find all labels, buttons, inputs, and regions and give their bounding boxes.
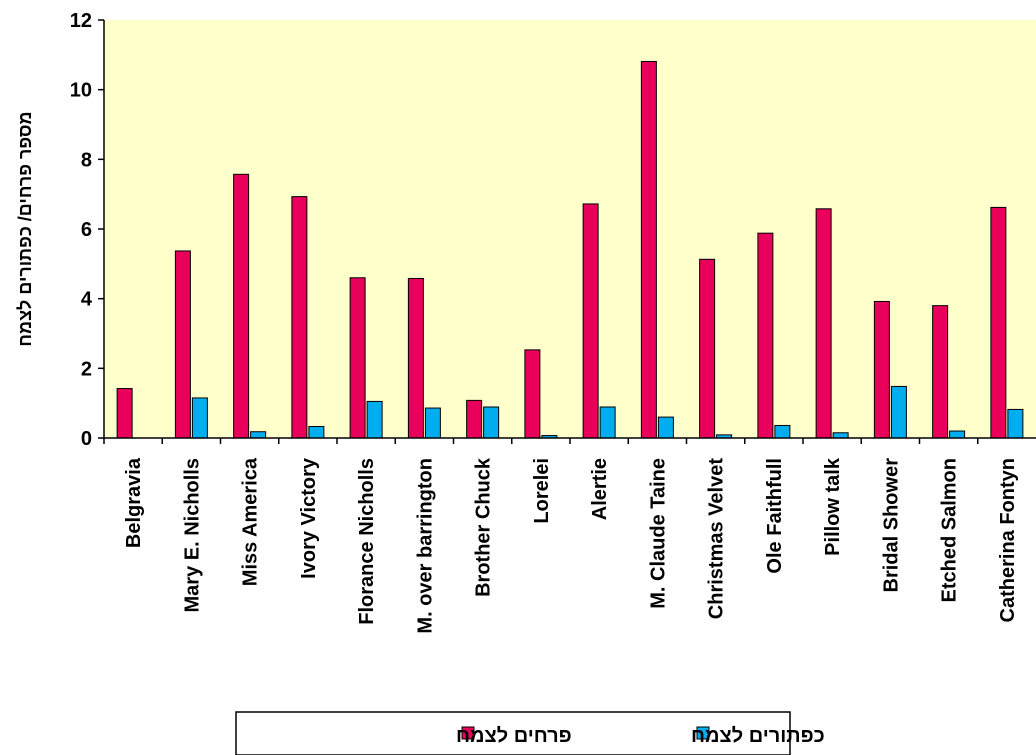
bar-flowers-per-plant bbox=[407, 277, 424, 439]
x-tick-labels: Belgravia Mary E. Nicholls Miss America Ivo… bbox=[123, 457, 1019, 633]
x-tick-label: M. over barrington bbox=[414, 458, 436, 634]
bar-buds-per-plant bbox=[308, 426, 325, 439]
axes-layer bbox=[98, 19, 1036, 444]
x-tick-label: Ivory Victory bbox=[298, 457, 320, 579]
y-tick-labels: 0 2 4 6 8 10 12 bbox=[70, 10, 93, 450]
x-tick-label: Alertie bbox=[589, 458, 611, 520]
x-tick-label: Etched Salmon bbox=[939, 458, 961, 602]
y-tick-label: 8 bbox=[81, 149, 92, 171]
legend-label-buds: כפתורים לצמח bbox=[691, 725, 825, 747]
y-tick-label: 0 bbox=[81, 428, 92, 450]
y-tick-label: 2 bbox=[81, 358, 92, 380]
bar-flowers-per-plant bbox=[582, 203, 599, 439]
y-tick-label: 12 bbox=[70, 10, 92, 32]
bar-buds-per-plant bbox=[599, 406, 616, 439]
x-tick-label: Bridal Shower bbox=[880, 458, 902, 593]
x-tick-label: Belgravia bbox=[123, 457, 145, 548]
bar-buds-per-plant bbox=[1007, 408, 1024, 439]
bar-flowers-per-plant bbox=[640, 60, 657, 439]
bar-flowers-per-plant bbox=[174, 250, 191, 439]
legend-label-flowers: פרחים לצמח bbox=[456, 725, 572, 747]
bar-flowers-per-plant bbox=[233, 173, 250, 439]
bar-buds-per-plant bbox=[949, 430, 966, 439]
x-tick-label: Miss America bbox=[240, 457, 262, 586]
bar-flowers-per-plant bbox=[116, 388, 133, 439]
bar-flowers-per-plant bbox=[815, 208, 832, 439]
legend-swatch-flowers bbox=[461, 726, 475, 740]
bar-flowers-per-plant bbox=[699, 258, 716, 439]
bar-buds-per-plant bbox=[657, 416, 674, 439]
x-tick-label: Catherina Fontyn bbox=[997, 458, 1019, 622]
bar-flowers-per-plant bbox=[524, 349, 541, 439]
y-tick-label: 10 bbox=[70, 80, 92, 102]
bar-buds-per-plant bbox=[890, 385, 907, 439]
bar-buds-per-plant bbox=[366, 400, 383, 439]
bar-flowers-per-plant bbox=[466, 399, 483, 439]
bar-flowers-per-plant bbox=[291, 196, 308, 439]
bar-buds-per-plant bbox=[424, 407, 441, 439]
bar-buds-per-plant bbox=[250, 431, 267, 439]
x-tick-label: Pillow talk bbox=[822, 457, 844, 556]
bar-buds-per-plant bbox=[191, 397, 208, 439]
x-tick-label: Lorelei bbox=[531, 458, 553, 524]
x-tick-label: Christmas Velvet bbox=[706, 458, 728, 620]
bar-flowers-per-plant bbox=[873, 300, 890, 439]
bar-buds-per-plant bbox=[832, 432, 849, 439]
x-tick-label: Florance Nicholls bbox=[356, 458, 378, 625]
x-tick-label: Brother Chuck bbox=[473, 457, 495, 597]
y-tick-label: 6 bbox=[81, 219, 92, 241]
y-tick-label: 4 bbox=[81, 289, 93, 311]
bar-flowers-per-plant bbox=[349, 277, 366, 439]
y-axis-label: מספר פרחים/ כפתורים לצמח bbox=[15, 111, 35, 346]
bars-layer bbox=[116, 60, 1024, 439]
legend-swatch-buds bbox=[696, 726, 710, 740]
bar-buds-per-plant bbox=[774, 424, 791, 439]
x-tick-label: Ole Faithfull bbox=[764, 458, 786, 574]
bar-flowers-per-plant bbox=[932, 305, 949, 439]
x-tick-label: M. Claude Taine bbox=[647, 458, 669, 609]
bar-buds-per-plant bbox=[483, 406, 500, 439]
bar-flowers-per-plant bbox=[990, 206, 1007, 439]
x-tick-label: Mary E. Nicholls bbox=[181, 458, 203, 613]
bar-flowers-per-plant bbox=[757, 232, 774, 439]
legend: פרחים לצמח כפתורים לצמח bbox=[235, 711, 825, 755]
